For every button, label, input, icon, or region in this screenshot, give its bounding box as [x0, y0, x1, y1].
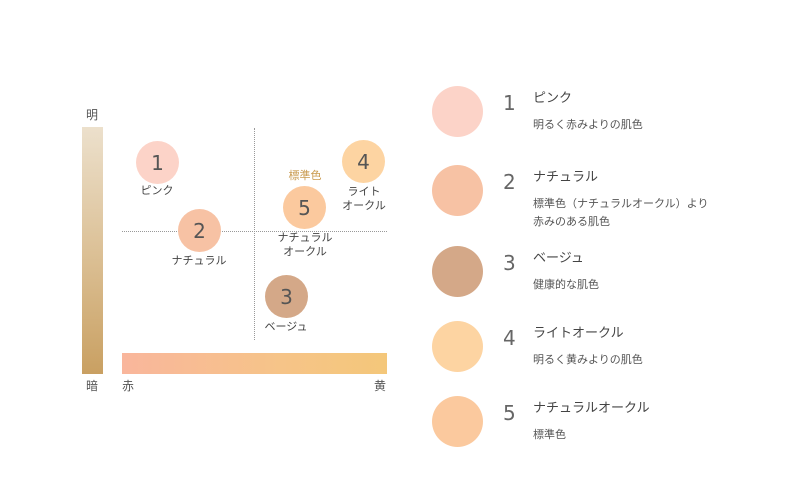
point-4-marker: 4 — [342, 140, 385, 183]
point-2-number: 2 — [193, 218, 206, 243]
legend-desc-2: 標準色（ナチュラルオークル）より 赤みのある肌色 — [533, 197, 709, 228]
legend-item-2: 2 ナチュラル 標準色（ナチュラルオークル）より 赤みのある肌色 — [432, 165, 792, 228]
legend-swatch-4 — [432, 321, 483, 372]
legend-number-2: 2 — [503, 170, 516, 194]
point-4-label: ライト オークル — [342, 185, 386, 212]
hue-gradient-bar — [122, 353, 387, 374]
legend-name-5: ナチュラルオークル — [533, 401, 650, 416]
legend-number-1: 1 — [503, 91, 516, 115]
axis-label-dark: 暗 — [86, 379, 99, 393]
legend-desc-1: 明るく赤みよりの肌色 — [533, 118, 643, 131]
brightness-gradient-bar — [82, 127, 103, 374]
point-2-marker: 2 — [178, 209, 221, 252]
point-1-number: 1 — [151, 150, 164, 175]
axis-label-yellow: 黄 — [374, 379, 387, 393]
point-3-label: ベージュ — [264, 320, 308, 333]
legend-name-3: ベージュ — [533, 251, 584, 266]
point-3-number: 3 — [280, 284, 293, 309]
axis-label-red: 赤 — [122, 379, 135, 393]
legend-swatch-1 — [432, 86, 483, 137]
legend-number-3: 3 — [503, 251, 516, 275]
legend-name-4: ライトオークル — [533, 326, 624, 341]
point-1-marker: 1 — [136, 141, 179, 184]
vertical-center-line — [254, 128, 255, 340]
point-2-label: ナチュラル — [171, 254, 227, 267]
legend-item-1: 1 ピンク 明るく赤みよりの肌色 — [432, 86, 792, 146]
legend-item-5: 5 ナチュラルオークル 標準色 — [432, 396, 792, 456]
legend-item-3: 3 ベージュ 健康的な肌色 — [432, 246, 792, 306]
legend-desc-3: 健康的な肌色 — [533, 278, 599, 291]
legend-name-2: ナチュラル — [533, 170, 599, 185]
legend-number-4: 4 — [503, 326, 516, 350]
color-position-chart: 明 暗 赤 黄 1 ピンク 2 ナチュラル 3 ベージュ 4 ライト オークル … — [82, 108, 387, 393]
point-3-marker: 3 — [265, 275, 308, 318]
legend-desc-4: 明るく黄みよりの肌色 — [533, 353, 643, 366]
axis-label-bright: 明 — [86, 108, 99, 122]
legend-swatch-2 — [432, 165, 483, 216]
horizontal-center-line — [122, 231, 387, 232]
point-4-number: 4 — [357, 149, 370, 174]
legend-swatch-3 — [432, 246, 483, 297]
standard-color-label: 標準色 — [288, 169, 322, 182]
legend-swatch-5 — [432, 396, 483, 447]
legend-desc-5: 標準色 — [533, 428, 566, 441]
point-5-number: 5 — [298, 195, 311, 220]
point-5-label: ナチュラル オークル — [277, 231, 333, 258]
legend-number-5: 5 — [503, 401, 516, 425]
legend-item-4: 4 ライトオークル 明るく黄みよりの肌色 — [432, 321, 792, 381]
point-5-marker: 5 — [283, 186, 326, 229]
point-1-label: ピンク — [140, 184, 174, 197]
legend-name-1: ピンク — [533, 91, 573, 106]
